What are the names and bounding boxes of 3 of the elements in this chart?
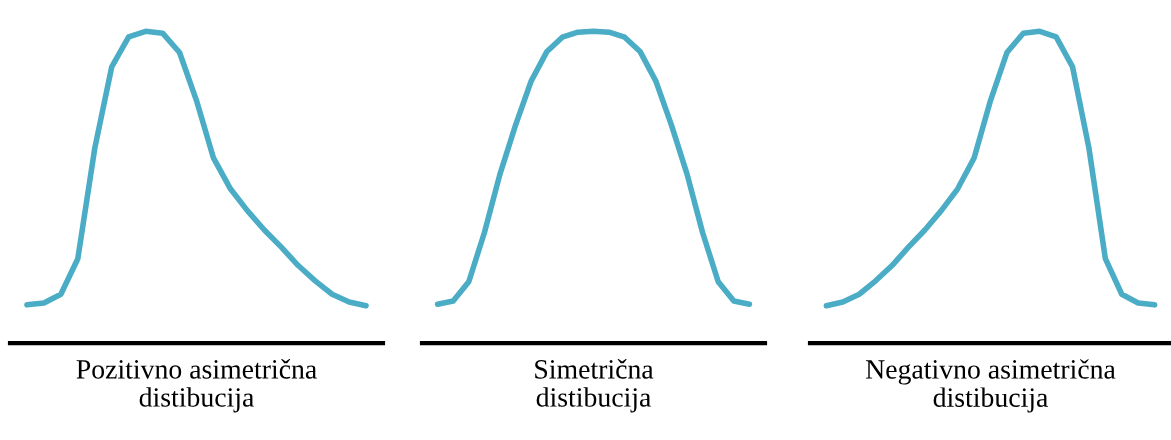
- x-axis-title: Pozitivno asimetrična distibucija: [76, 359, 317, 413]
- x-axis-title: Simetrična distibucija: [535, 359, 654, 413]
- x-axis-title: Negativno asimetrična distibucija: [865, 359, 1116, 413]
